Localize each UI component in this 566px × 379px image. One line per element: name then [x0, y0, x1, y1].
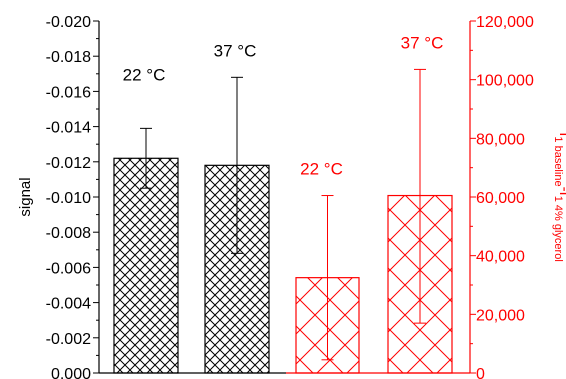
right-axis: 0 20,000 40,000 60,000 80,000 100,000 120,000 [469, 14, 534, 379]
right-axis-tick-label: 80,000 [476, 131, 525, 148]
left-axis-tick-label: -0.004 [46, 296, 91, 313]
bars-group [113, 157, 453, 374]
left-axis-tick-label: -0.010 [46, 190, 91, 207]
bar-label-2: 37 °C [214, 41, 257, 60]
left-axis: 0.000 -0.002 -0.004 -0.006 -0.008 -0.010 -0.01… [46, 14, 100, 379]
right-axis-tick-label: 20,000 [476, 307, 525, 324]
left-axis-tick-label: -0.012 [46, 155, 91, 172]
error-bars-group [140, 68, 426, 361]
bar-annotations: 22 °C 37 °C 22 °C 37 °C [123, 33, 444, 178]
right-axis-title: I1 baseline-I1 4% glycerol [552, 132, 566, 262]
left-axis-tick-label: -0.006 [46, 260, 91, 277]
left-axis-tick-label: -0.016 [46, 84, 91, 101]
left-axis-tick-label: -0.008 [46, 225, 91, 242]
right-axis-tick-label: 0 [476, 366, 485, 379]
left-axis-tick-label: 0.000 [51, 366, 91, 379]
right-axis-tick-label: 120,000 [476, 14, 534, 31]
right-axis-title-sub1: 1 baseline [552, 136, 564, 186]
right-axis-tick-label: 60,000 [476, 190, 525, 207]
right-axis-title-mid: -I [556, 187, 566, 196]
right-axis-tick-label: 40,000 [476, 249, 525, 266]
left-axis-title: signal [17, 177, 34, 216]
bar-label-4: 37 °C [401, 33, 444, 52]
left-axis-tick-label: -0.018 [46, 49, 91, 66]
right-axis-title-sub2: 1 4% glycerol [552, 196, 564, 262]
bar-label-1: 22 °C [123, 65, 166, 84]
bar-label-3: 22 °C [300, 160, 343, 179]
bar-1 [113, 157, 179, 374]
right-axis-tick-label: 100,000 [476, 73, 534, 90]
left-axis-tick-label: -0.002 [46, 331, 91, 348]
left-axis-tick-label: -0.014 [46, 120, 91, 137]
right-axis-title-main: I [556, 132, 566, 136]
left-axis-tick-label: -0.020 [46, 14, 91, 31]
